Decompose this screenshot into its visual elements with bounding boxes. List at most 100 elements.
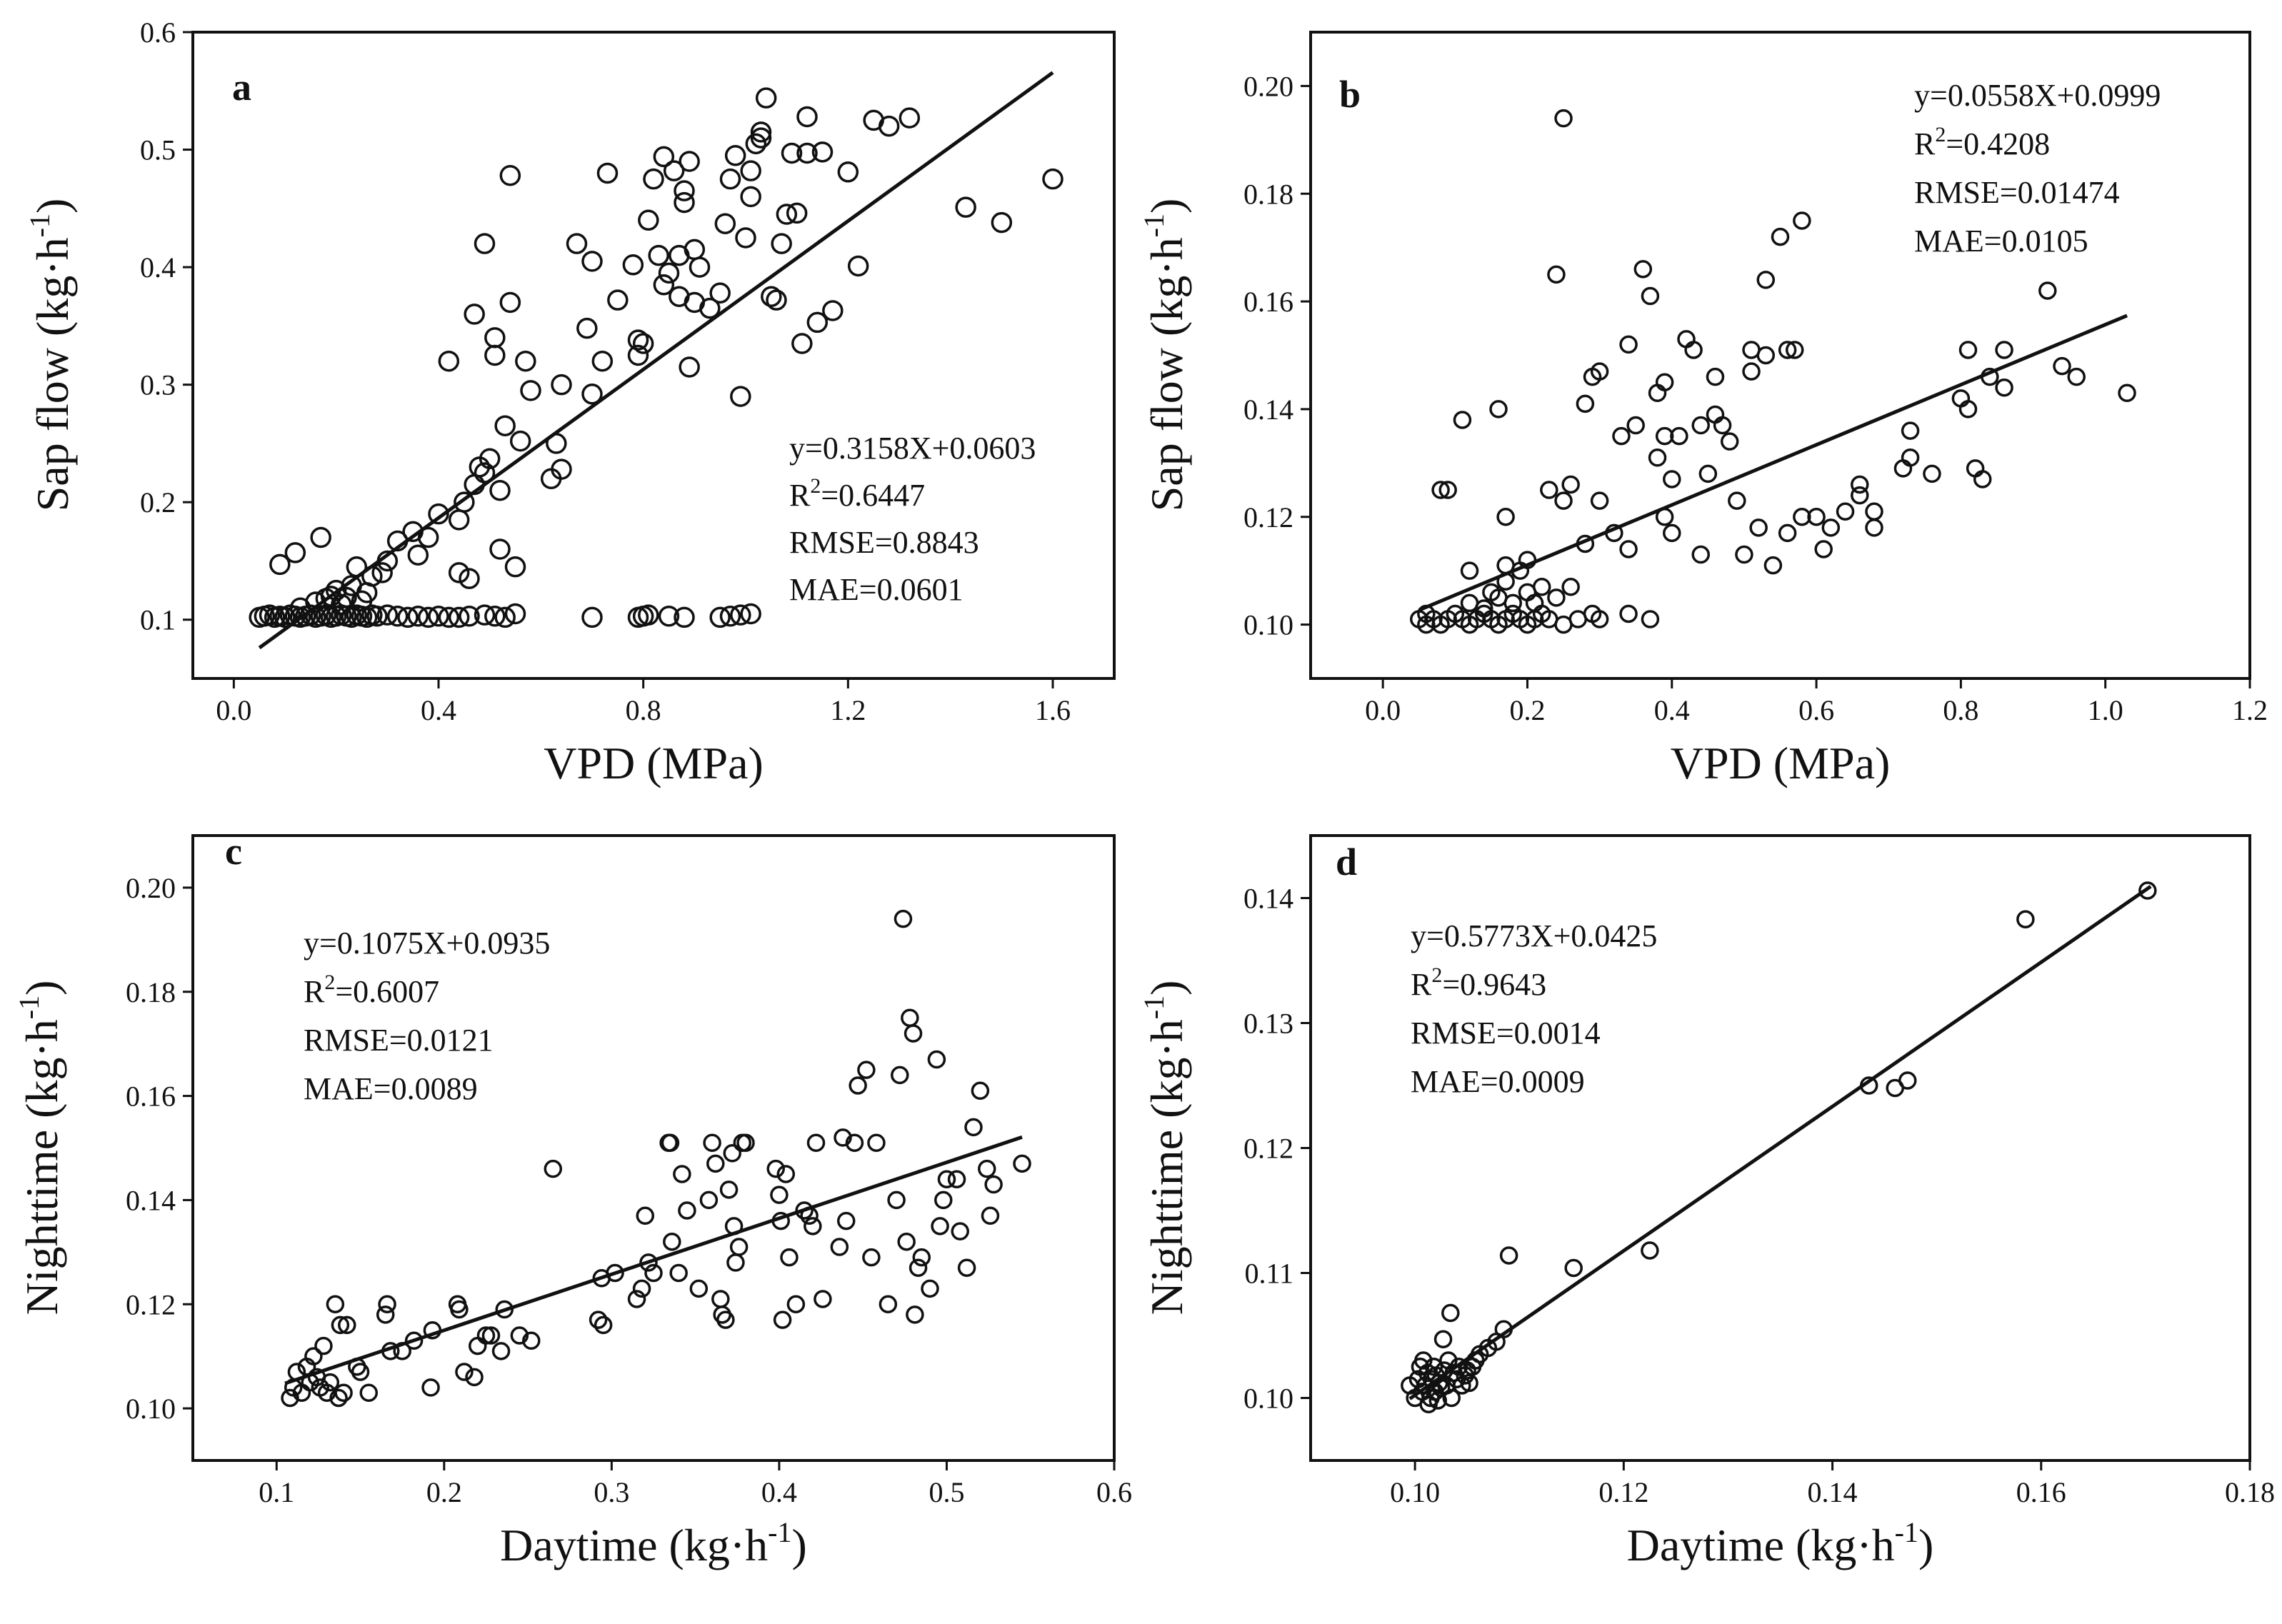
data-point: [1901, 448, 1920, 467]
y-tick-label: 0.12: [1243, 501, 1293, 533]
mae-label: MAE=0.0009: [1411, 1064, 1585, 1099]
data-point: [729, 1238, 749, 1256]
data-point: [897, 1233, 916, 1251]
regression-line: [1408, 885, 2152, 1400]
y-axis-label: Sap flow (kg·h-1): [24, 199, 78, 512]
y-tick-label: 0.11: [1244, 1258, 1293, 1290]
data-point: [849, 1076, 867, 1095]
x-tick-label: 0.4: [761, 1476, 797, 1508]
data-point: [376, 1305, 395, 1324]
data-point: [321, 1373, 340, 1392]
data-point: [417, 526, 439, 548]
data-point: [1995, 379, 2013, 397]
mae-label: MAE=0.0105: [1914, 224, 2088, 259]
data-point: [776, 204, 798, 225]
data-point: [887, 1191, 906, 1210]
data-point: [638, 209, 659, 231]
data-point: [806, 1133, 826, 1152]
data-point: [663, 160, 685, 181]
data-point: [679, 151, 700, 172]
data-point: [1821, 518, 1841, 537]
data-point: [669, 1263, 688, 1283]
data-point: [730, 604, 751, 626]
data-point: [709, 606, 731, 628]
data-point: [644, 1263, 663, 1283]
equation-label: y=0.1075X+0.0935: [304, 926, 550, 961]
data-point: [596, 162, 619, 184]
data-point: [627, 344, 649, 366]
data-point: [1453, 411, 1472, 429]
y-axis-label: Sap flow (kg·h-1): [1138, 199, 1192, 512]
data-point: [699, 297, 721, 319]
data-point: [589, 1310, 608, 1329]
data-point: [1763, 556, 1783, 575]
data-point: [648, 244, 669, 266]
x-axis-label-text: Daytime (kg·h: [500, 1520, 768, 1570]
data-point: [719, 1181, 739, 1199]
y-tick-label: 0.1: [140, 604, 176, 636]
data-point: [464, 304, 485, 325]
data-point: [964, 1118, 983, 1137]
data-point: [438, 606, 460, 628]
data-point: [951, 1222, 969, 1240]
data-point: [1778, 523, 1797, 543]
data-point: [1691, 416, 1710, 435]
data-point: [1612, 426, 1631, 446]
data-point: [1851, 475, 1869, 494]
data-point: [981, 1206, 1000, 1225]
r2-prefix: R: [1914, 126, 1936, 161]
data-point: [454, 491, 475, 513]
y-axis-label-sup: -1: [13, 996, 45, 1019]
data-point: [719, 606, 741, 627]
data-point: [984, 1175, 1003, 1194]
data-point: [2038, 281, 2057, 300]
data-point: [1778, 341, 1797, 359]
data-point: [1663, 523, 1681, 543]
data-point: [770, 1186, 789, 1204]
data-point: [750, 121, 772, 143]
data-point: [684, 239, 706, 261]
y-tick-label: 0.18: [126, 976, 176, 1008]
data-point: [1431, 481, 1450, 499]
data-point: [581, 606, 603, 628]
data-point: [606, 1263, 624, 1283]
data-point: [1554, 491, 1573, 510]
data-point: [1814, 540, 1833, 558]
r2-label: R2=0.6447: [789, 474, 925, 513]
y-tick-label: 0.13: [1243, 1008, 1293, 1040]
data-point: [607, 289, 629, 311]
r2-label: R2=0.4208: [1914, 123, 2050, 161]
data-point: [2138, 881, 2157, 900]
data-point: [901, 1008, 919, 1027]
data-point: [689, 1279, 709, 1298]
x-tick-label: 0.14: [1808, 1476, 1858, 1508]
x-tick-label: 0.8: [626, 694, 661, 726]
data-point: [386, 606, 409, 627]
data-point: [1670, 426, 1688, 446]
x-tick-label: 0.16: [2016, 1476, 2066, 1508]
data-point: [504, 603, 526, 625]
y-tick-label: 0.3: [140, 369, 176, 401]
data-point: [269, 553, 291, 576]
y-axis-label-close: ): [1141, 981, 1192, 996]
y-tick-label: 0.10: [126, 1393, 176, 1425]
y-tick-label: 0.2: [140, 486, 176, 518]
data-point: [1771, 227, 1790, 246]
data-point: [484, 606, 506, 627]
data-point: [504, 556, 526, 578]
data-point: [796, 106, 818, 128]
data-point: [622, 254, 644, 276]
data-point: [2016, 910, 2035, 928]
data-point: [378, 1295, 396, 1313]
data-point: [639, 1253, 658, 1272]
data-point: [830, 1238, 849, 1256]
data-point: [1749, 518, 1768, 537]
data-point: [709, 282, 731, 304]
data-point: [544, 1159, 563, 1178]
data-point: [678, 1201, 696, 1220]
x-tick-label: 0.6: [1096, 1476, 1132, 1508]
y-axis-label-sup: -1: [24, 214, 56, 237]
x-axis-label-text: VPD (MPa): [1671, 738, 1891, 788]
data-point: [450, 1300, 469, 1319]
